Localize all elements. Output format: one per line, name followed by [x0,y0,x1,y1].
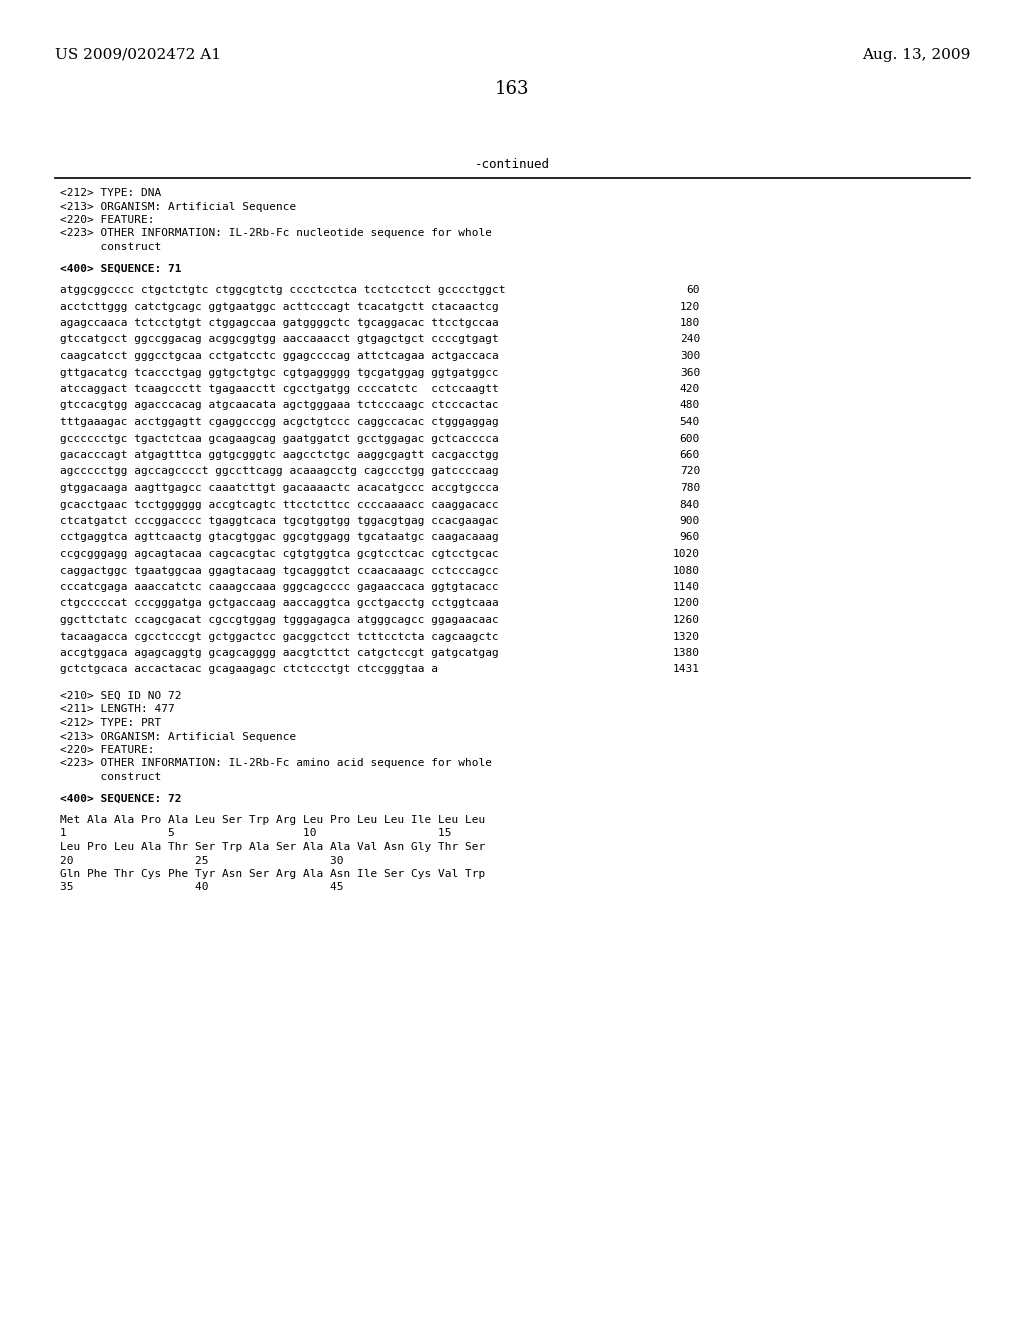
Text: <400> SEQUENCE: 71: <400> SEQUENCE: 71 [60,264,181,273]
Text: Aug. 13, 2009: Aug. 13, 2009 [861,48,970,62]
Text: 60: 60 [686,285,700,294]
Text: caagcatcct gggcctgcaa cctgatcctc ggagccccag attctcagaa actgaccaca: caagcatcct gggcctgcaa cctgatcctc ggagccc… [60,351,499,360]
Text: 480: 480 [680,400,700,411]
Text: <210> SEQ ID NO 72: <210> SEQ ID NO 72 [60,690,181,701]
Text: 540: 540 [680,417,700,426]
Text: 960: 960 [680,532,700,543]
Text: caggactggc tgaatggcaa ggagtacaag tgcagggtct ccaacaaagc cctcccagcc: caggactggc tgaatggcaa ggagtacaag tgcaggg… [60,565,499,576]
Text: gctctgcaca accactacac gcagaagagc ctctccctgt ctccgggtaa a: gctctgcaca accactacac gcagaagagc ctctccc… [60,664,438,675]
Text: 600: 600 [680,433,700,444]
Text: 20                  25                  30: 20 25 30 [60,855,343,866]
Text: cctgaggtca agttcaactg gtacgtggac ggcgtggagg tgcataatgc caagacaaag: cctgaggtca agttcaactg gtacgtggac ggcgtgg… [60,532,499,543]
Text: 420: 420 [680,384,700,393]
Text: construct: construct [60,772,161,781]
Text: 1200: 1200 [673,598,700,609]
Text: <213> ORGANISM: Artificial Sequence: <213> ORGANISM: Artificial Sequence [60,731,296,742]
Text: <220> FEATURE:: <220> FEATURE: [60,744,155,755]
Text: 780: 780 [680,483,700,492]
Text: 180: 180 [680,318,700,327]
Text: ggcttctatc ccagcgacat cgccgtggag tgggagagca atgggcagcc ggagaacaac: ggcttctatc ccagcgacat cgccgtggag tgggaga… [60,615,499,624]
Text: 163: 163 [495,81,529,98]
Text: <223> OTHER INFORMATION: IL-2Rb-Fc amino acid sequence for whole: <223> OTHER INFORMATION: IL-2Rb-Fc amino… [60,759,492,768]
Text: 720: 720 [680,466,700,477]
Text: construct: construct [60,242,161,252]
Text: gcccccctgc tgactctcaa gcagaagcag gaatggatct gcctggagac gctcacccca: gcccccctgc tgactctcaa gcagaagcag gaatgga… [60,433,499,444]
Text: atggcggcccc ctgctctgtc ctggcgtctg cccctcctca tcctcctcct gcccctggct: atggcggcccc ctgctctgtc ctggcgtctg cccctc… [60,285,506,294]
Text: 120: 120 [680,301,700,312]
Text: ctcatgatct cccggacccc tgaggtcaca tgcgtggtgg tggacgtgag ccacgaagac: ctcatgatct cccggacccc tgaggtcaca tgcgtgg… [60,516,499,525]
Text: 660: 660 [680,450,700,459]
Text: 1080: 1080 [673,565,700,576]
Text: cccatcgaga aaaccatctc caaagccaaa gggcagcccc gagaaccaca ggtgtacacc: cccatcgaga aaaccatctc caaagccaaa gggcagc… [60,582,499,591]
Text: Leu Pro Leu Ala Thr Ser Trp Ala Ser Ala Ala Val Asn Gly Thr Ser: Leu Pro Leu Ala Thr Ser Trp Ala Ser Ala … [60,842,485,851]
Text: 360: 360 [680,367,700,378]
Text: 300: 300 [680,351,700,360]
Text: tttgaaagac acctggagtt cgaggcccgg acgctgtccc caggccacac ctgggaggag: tttgaaagac acctggagtt cgaggcccgg acgctgt… [60,417,499,426]
Text: 1431: 1431 [673,664,700,675]
Text: tacaagacca cgcctcccgt gctggactcc gacggctcct tcttcctcta cagcaagctc: tacaagacca cgcctcccgt gctggactcc gacggct… [60,631,499,642]
Text: gtggacaaga aagttgagcc caaatcttgt gacaaaactc acacatgccc accgtgccca: gtggacaaga aagttgagcc caaatcttgt gacaaaa… [60,483,499,492]
Text: 35                  40                  45: 35 40 45 [60,883,343,892]
Text: 1140: 1140 [673,582,700,591]
Text: -continued: -continued [474,158,550,172]
Text: 900: 900 [680,516,700,525]
Text: 840: 840 [680,499,700,510]
Text: 1               5                   10                  15: 1 5 10 15 [60,829,452,838]
Text: <211> LENGTH: 477: <211> LENGTH: 477 [60,705,175,714]
Text: gacacccagt atgagtttca ggtgcgggtc aagcctctgc aaggcgagtt cacgacctgg: gacacccagt atgagtttca ggtgcgggtc aagcctc… [60,450,499,459]
Text: 1260: 1260 [673,615,700,624]
Text: <220> FEATURE:: <220> FEATURE: [60,215,155,224]
Text: atccaggact tcaagccctt tgagaacctt cgcctgatgg ccccatctc  cctccaagtt: atccaggact tcaagccctt tgagaacctt cgcctga… [60,384,499,393]
Text: Gln Phe Thr Cys Phe Tyr Asn Ser Arg Ala Asn Ile Ser Cys Val Trp: Gln Phe Thr Cys Phe Tyr Asn Ser Arg Ala … [60,869,485,879]
Text: gtccatgcct ggccggacag acggcggtgg aaccaaacct gtgagctgct ccccgtgagt: gtccatgcct ggccggacag acggcggtgg aaccaaa… [60,334,499,345]
Text: gcacctgaac tcctgggggg accgtcagtc ttcctcttcc ccccaaaacc caaggacacc: gcacctgaac tcctgggggg accgtcagtc ttcctct… [60,499,499,510]
Text: <213> ORGANISM: Artificial Sequence: <213> ORGANISM: Artificial Sequence [60,202,296,211]
Text: agagccaaca tctcctgtgt ctggagccaa gatggggctc tgcaggacac ttcctgccaa: agagccaaca tctcctgtgt ctggagccaa gatgggg… [60,318,499,327]
Text: acctcttggg catctgcagc ggtgaatggc acttcccagt tcacatgctt ctacaactcg: acctcttggg catctgcagc ggtgaatggc acttccc… [60,301,499,312]
Text: 1380: 1380 [673,648,700,657]
Text: 240: 240 [680,334,700,345]
Text: 1320: 1320 [673,631,700,642]
Text: accgtggaca agagcaggtg gcagcagggg aacgtcttct catgctccgt gatgcatgag: accgtggaca agagcaggtg gcagcagggg aacgtct… [60,648,499,657]
Text: <212> TYPE: DNA: <212> TYPE: DNA [60,187,161,198]
Text: 1020: 1020 [673,549,700,558]
Text: agccccctgg agccagcccct ggccttcagg acaaagcctg cagccctgg gatccccaag: agccccctgg agccagcccct ggccttcagg acaaag… [60,466,499,477]
Text: <400> SEQUENCE: 72: <400> SEQUENCE: 72 [60,793,181,804]
Text: gttgacatcg tcaccctgag ggtgctgtgc cgtgaggggg tgcgatggag ggtgatggcc: gttgacatcg tcaccctgag ggtgctgtgc cgtgagg… [60,367,499,378]
Text: ctgcccccat cccgggatga gctgaccaag aaccaggtca gcctgacctg cctggtcaaa: ctgcccccat cccgggatga gctgaccaag aaccagg… [60,598,499,609]
Text: <212> TYPE: PRT: <212> TYPE: PRT [60,718,161,729]
Text: Met Ala Ala Pro Ala Leu Ser Trp Arg Leu Pro Leu Leu Ile Leu Leu: Met Ala Ala Pro Ala Leu Ser Trp Arg Leu … [60,814,485,825]
Text: ccgcgggagg agcagtacaa cagcacgtac cgtgtggtca gcgtcctcac cgtcctgcac: ccgcgggagg agcagtacaa cagcacgtac cgtgtgg… [60,549,499,558]
Text: US 2009/0202472 A1: US 2009/0202472 A1 [55,48,221,62]
Text: gtccacgtgg agacccacag atgcaacata agctgggaaa tctcccaagc ctcccactac: gtccacgtgg agacccacag atgcaacata agctggg… [60,400,499,411]
Text: <223> OTHER INFORMATION: IL-2Rb-Fc nucleotide sequence for whole: <223> OTHER INFORMATION: IL-2Rb-Fc nucle… [60,228,492,239]
